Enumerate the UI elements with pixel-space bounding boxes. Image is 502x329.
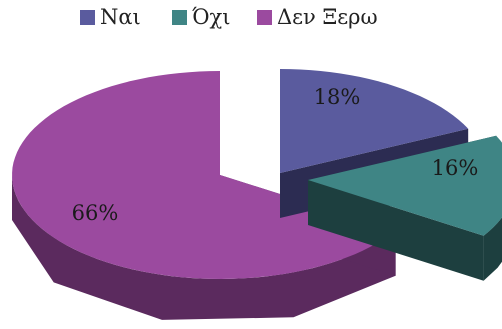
data-label-δεν-ξερω: 66%: [72, 201, 119, 225]
slice-όχι: [308, 135, 502, 236]
pie-slices: [12, 69, 502, 320]
slice-side-όχι: [483, 217, 502, 281]
legend-swatch-όχι: [172, 10, 187, 25]
slice-side-δεν-ξερω: [12, 175, 396, 320]
legend-label-ναι: Ναι: [100, 5, 141, 29]
legend-label-δεν-ξερω: Δεν Ξερω: [277, 5, 378, 29]
legend-swatch-ναι: [80, 10, 95, 25]
data-label-όχι: 16%: [432, 156, 479, 180]
slice-labels: 18% 16% 66%: [72, 85, 479, 225]
slice-δεν-ξερω: [12, 71, 396, 279]
slice-cut-end-όχι: [308, 180, 484, 281]
slice-ναι: [280, 69, 469, 173]
legend-label-όχι: Όχι: [192, 5, 231, 29]
data-label-ναι: 18%: [314, 85, 361, 109]
legend-swatch-δεν-ξερω: [257, 10, 272, 25]
chart-legend: Ναι Όχι Δεν Ξερω: [80, 5, 378, 29]
